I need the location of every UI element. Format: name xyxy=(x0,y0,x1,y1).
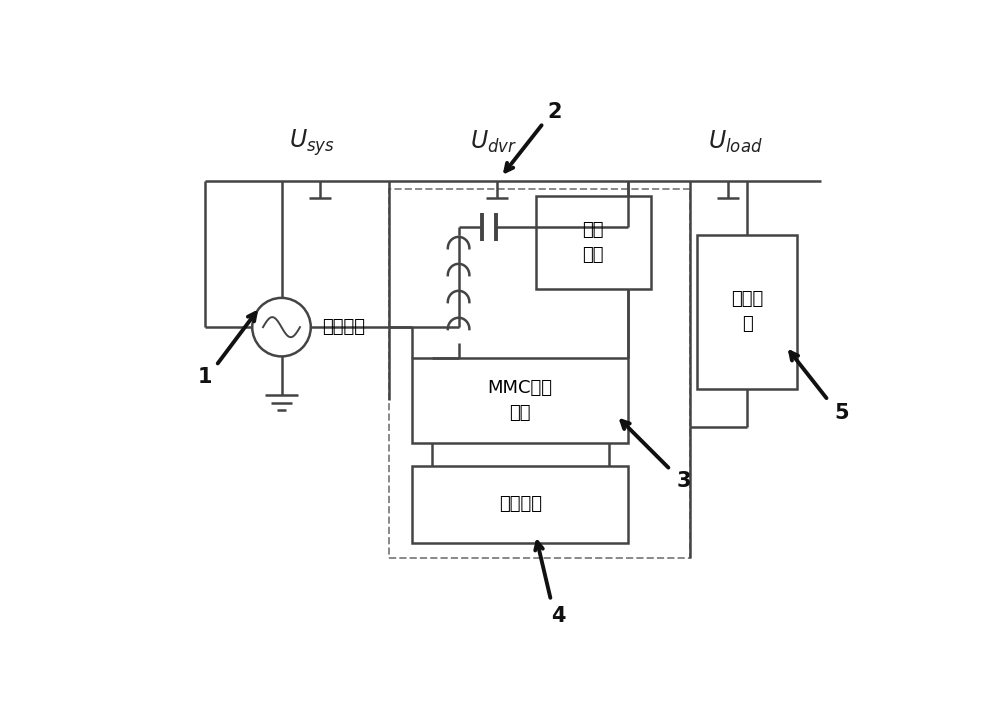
Text: $\mathit{U}_{load}$: $\mathit{U}_{load}$ xyxy=(708,129,763,155)
Bar xyxy=(536,196,651,288)
Text: 3: 3 xyxy=(676,471,691,491)
Text: 交流电源: 交流电源 xyxy=(322,318,365,336)
Bar xyxy=(412,466,628,543)
Text: 2: 2 xyxy=(548,102,562,121)
Bar xyxy=(697,235,797,388)
Text: MMC逆变
单元: MMC逆变 单元 xyxy=(488,379,553,422)
Text: $\mathit{U}_{dvr}$: $\mathit{U}_{dvr}$ xyxy=(470,129,517,155)
Text: 敏感负
荷: 敏感负 荷 xyxy=(731,290,763,333)
Bar xyxy=(389,188,690,558)
Text: 5: 5 xyxy=(835,403,849,424)
Text: 4: 4 xyxy=(551,606,566,626)
Text: 储能单元: 储能单元 xyxy=(499,495,542,513)
Text: $\mathit{U}_{sys}$: $\mathit{U}_{sys}$ xyxy=(289,127,335,158)
Bar xyxy=(412,358,628,443)
Text: 1: 1 xyxy=(197,367,212,387)
Text: 电容
耦合: 电容 耦合 xyxy=(583,221,604,264)
